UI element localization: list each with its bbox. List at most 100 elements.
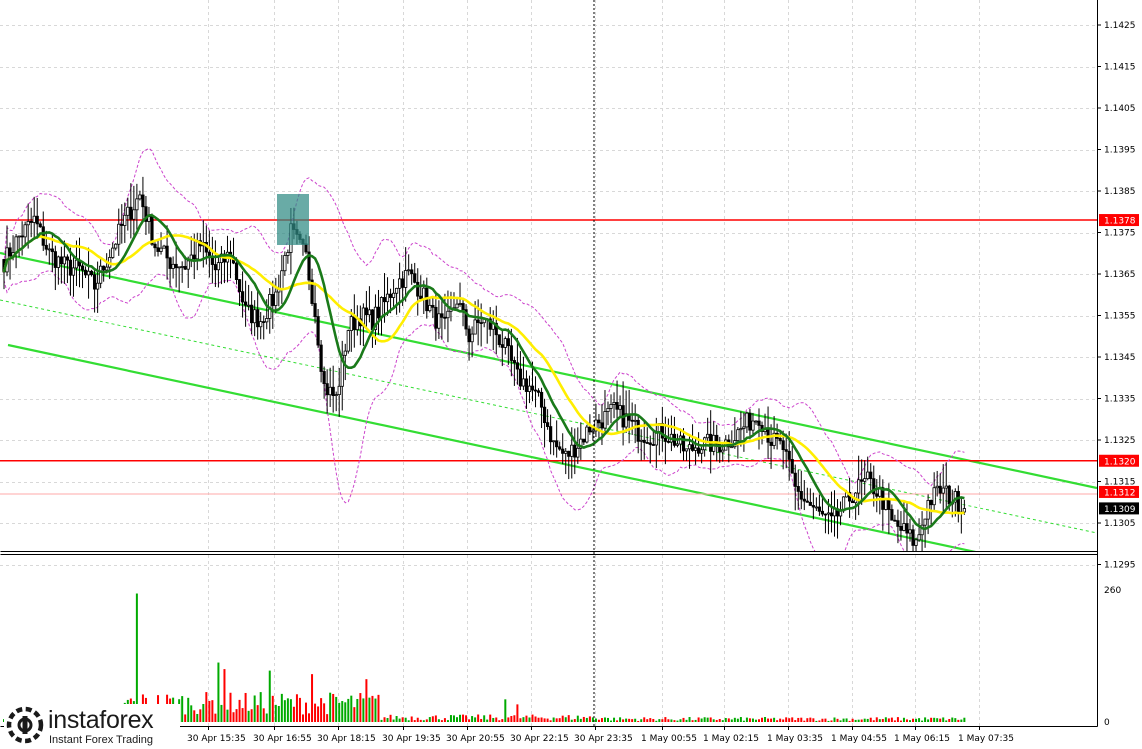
volume-bar xyxy=(670,719,673,722)
candle-body xyxy=(666,440,671,443)
candle-body xyxy=(639,439,643,442)
price-tick-label: 1.1335 xyxy=(1104,395,1136,405)
time-tick-label: 30 Apr 16:55 xyxy=(253,734,312,744)
volume-bar xyxy=(181,696,184,722)
volume-bar xyxy=(742,720,745,722)
volume-bar xyxy=(434,715,437,722)
candle-body xyxy=(138,194,142,200)
volume-bar xyxy=(471,716,474,722)
candle-body xyxy=(823,513,828,516)
candle-body xyxy=(929,500,933,506)
volume-bar xyxy=(184,714,187,722)
candle-body xyxy=(956,491,960,513)
candle-body xyxy=(382,297,387,303)
candle-body xyxy=(817,506,822,512)
price-tag-box xyxy=(1099,485,1139,498)
volume-bar xyxy=(758,719,760,722)
volume-bar xyxy=(501,719,504,722)
candle-body xyxy=(552,440,556,443)
volume-bar xyxy=(628,718,631,722)
volume-bar xyxy=(241,708,244,722)
price-tag-label: 1.1309 xyxy=(1104,505,1136,515)
volume-bar xyxy=(610,720,613,722)
volume-bar xyxy=(930,717,933,722)
volume-bar xyxy=(329,692,332,722)
candle-body xyxy=(274,291,278,306)
volume-bar xyxy=(513,715,516,722)
volume-bar xyxy=(694,719,697,722)
candle-body xyxy=(262,321,266,323)
volume-bar xyxy=(658,719,661,722)
volume-bar xyxy=(510,716,513,722)
candle-body xyxy=(364,307,369,316)
instaforex-logo: instaforex Instant Forex Trading xyxy=(4,704,180,748)
candle-body xyxy=(648,442,652,445)
time-tick-label: 1 May 04:55 xyxy=(831,734,887,744)
candle-body xyxy=(624,413,628,428)
volume-bar xyxy=(712,719,715,722)
volume-bar xyxy=(902,717,905,722)
candle-body xyxy=(944,485,948,489)
volume-bar xyxy=(909,720,911,722)
candle-body xyxy=(573,444,577,458)
candle-body xyxy=(887,499,891,510)
price-tick-label: 1.1295 xyxy=(1104,561,1136,571)
candle-body xyxy=(180,266,184,268)
volume-bar xyxy=(821,718,824,722)
volume-bar xyxy=(474,717,477,722)
candle-body xyxy=(340,354,344,387)
volume-bar xyxy=(718,718,721,722)
volume-bar xyxy=(881,718,884,722)
candle-body xyxy=(243,301,248,306)
volume-tick-label: 260 xyxy=(1104,586,1121,596)
volume-bar xyxy=(398,718,401,722)
volume-bar xyxy=(597,719,600,722)
volume-bar xyxy=(857,719,860,722)
candle-body xyxy=(642,439,646,443)
volume-bar xyxy=(437,719,440,722)
candle-body xyxy=(322,371,326,385)
candle-body xyxy=(539,391,544,408)
volume-bar xyxy=(238,699,241,722)
candle-body xyxy=(32,215,36,223)
main-grid xyxy=(0,0,1097,566)
candle-body xyxy=(591,430,595,433)
support-resistance-levels xyxy=(0,219,1097,495)
volume-bar xyxy=(655,720,658,722)
candle-body xyxy=(68,259,73,276)
candle-body xyxy=(210,256,214,265)
candle-body xyxy=(250,304,254,324)
volume-bar xyxy=(564,717,567,722)
volume-bar xyxy=(951,717,954,722)
volume-bar xyxy=(410,716,413,722)
candle-body xyxy=(576,447,580,458)
candle-body xyxy=(271,294,275,306)
candle-body xyxy=(114,243,118,249)
volume-bar xyxy=(561,715,564,722)
candle-body xyxy=(675,443,680,446)
volume-bar xyxy=(546,718,549,722)
candle-body xyxy=(582,438,586,443)
volume-bar xyxy=(305,702,307,722)
volume-bar xyxy=(582,716,585,722)
volume-bar xyxy=(872,720,875,722)
candle-body xyxy=(923,518,927,526)
candle-body xyxy=(129,206,133,220)
volume-bar xyxy=(244,692,247,722)
candle-body xyxy=(186,260,190,270)
volume-bar xyxy=(232,712,235,722)
volume-bar xyxy=(607,717,609,722)
price-tick-label: 1.1385 xyxy=(1104,187,1136,197)
candle-body xyxy=(772,432,776,446)
candle-body xyxy=(458,303,462,305)
volume-bar xyxy=(721,720,724,722)
volume-bar xyxy=(616,720,619,722)
candle-body xyxy=(240,291,245,303)
volume-bar xyxy=(301,714,304,722)
candle-body xyxy=(135,198,139,211)
volume-bar xyxy=(468,719,471,722)
candle-body xyxy=(265,318,269,323)
moving-averages xyxy=(2,214,965,531)
candle-body xyxy=(769,441,773,446)
volume-bar xyxy=(211,700,214,722)
